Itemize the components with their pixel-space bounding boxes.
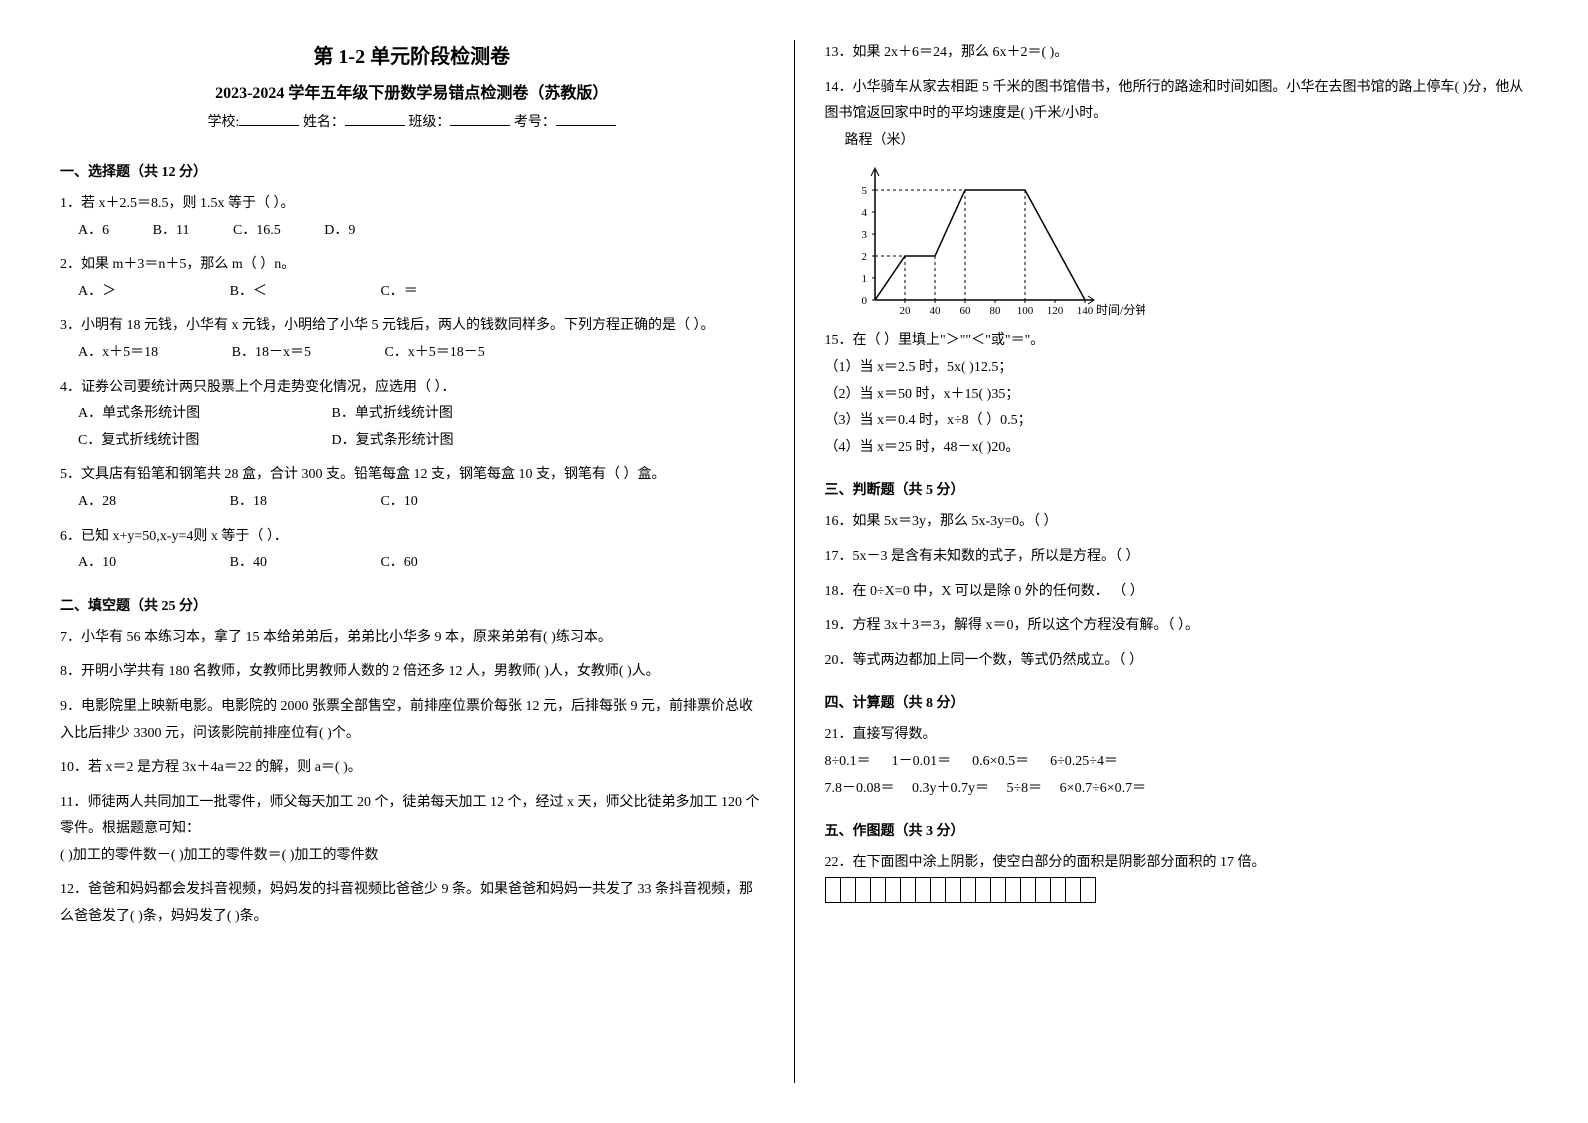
page-title: 第 1-2 单元阶段检测卷 (60, 40, 764, 69)
q15-a: （1）当 x＝2.5 时，5x( )12.5； (825, 355, 1529, 382)
section-3-head: 三、判断题（共 5 分） (825, 479, 1529, 499)
q6-opt-a: A．10 (78, 550, 116, 577)
q15-stem: 15．在（ ）里填上"＞""＜"或"＝"。 (825, 328, 1529, 355)
question-11: 11．师徒两人共同加工一批零件，师父每天加工 20 个，徒弟每天加工 12 个，… (60, 790, 764, 870)
q11-line2: ( )加工的零件数－( )加工的零件数＝( )加工的零件数 (60, 848, 378, 863)
q6-stem: 6．已知 x+y=50,x-y=4则 x 等于（ ）． (60, 524, 764, 551)
question-12: 12．爸爸和妈妈都会发抖音视频，妈妈发的抖音视频比爸爸少 9 条。如果爸爸和妈妈… (60, 877, 764, 930)
q1-stem: 1．若 x＋2.5＝8.5，则 1.5x 等于（ ）。 (60, 191, 764, 218)
q21-stem: 21．直接写得数。 (825, 722, 1529, 749)
q3-opt-c: C．x＋5＝18－5 (384, 340, 484, 367)
q14-chart: 0 1 2 3 4 5 20 40 60 80 100 120 140时间/分钟 (845, 160, 1145, 320)
svg-text:时间/分钟: 时间/分钟 (1096, 302, 1145, 317)
svg-text:4: 4 (861, 207, 867, 219)
q21-row2: 7.8－0.08＝ 0.3y＋0.7y＝ 5÷8＝ 6×0.7÷6×0.7＝ (825, 776, 1529, 803)
question-6: 6．已知 x+y=50,x-y=4则 x 等于（ ）． A．10 B．40 C．… (60, 524, 764, 577)
q4-opt-d: D．复式条形统计图 (332, 428, 454, 455)
question-5: 5．文具店有铅笔和钢笔共 28 盒，合计 300 支。铅笔每盒 12 支，钢笔每… (60, 462, 764, 515)
svg-text:80: 80 (989, 305, 1001, 317)
q3-opt-b: B．18－x＝5 (232, 340, 311, 367)
question-10: 10．若 x＝2 是方程 3x＋4a＝22 的解，则 a＝( )。 (60, 755, 764, 782)
question-22: 22．在下面图中涂上阴影，使空白部分的面积是阴影部分面积的 17 倍。 (825, 850, 1529, 903)
examno-label: 考号： (514, 115, 556, 130)
svg-text:3: 3 (861, 229, 867, 241)
svg-text:100: 100 (1016, 305, 1033, 317)
q5-stem: 5．文具店有铅笔和钢笔共 28 盒，合计 300 支。铅笔每盒 12 支，钢笔每… (60, 462, 764, 489)
question-13: 13．如果 2x＋6＝24，那么 6x＋2＝( )。 (825, 40, 1529, 67)
q1-opt-b: B．11 (153, 218, 190, 245)
q1-opt-c: C．16.5 (233, 218, 281, 245)
q1-opt-a: A．6 (78, 218, 109, 245)
q4-stem: 4．证券公司要统计两只股票上个月走势变化情况，应选用（ ）． (60, 375, 764, 402)
q3-opt-a: A．x＋5＝18 (78, 340, 158, 367)
question-14: 14．小华骑车从家去相距 5 千米的图书馆借书，他所行的路途和时间如图。小华在去… (825, 75, 1529, 321)
q22-grid (825, 877, 1096, 903)
student-info-line: 学校: 姓名： 班级： 考号： (60, 111, 764, 131)
svg-text:120: 120 (1046, 305, 1063, 317)
question-21: 21．直接写得数。 8÷0.1＝ 1－0.01＝ 0.6×0.5＝ 6÷0.25… (825, 722, 1529, 802)
svg-text:5: 5 (861, 185, 867, 197)
q15-d: （4）当 x＝25 时，48－x( )20。 (825, 435, 1529, 462)
q15-c: （3）当 x＝0.4 时，x÷8（ ）0.5； (825, 408, 1529, 435)
q5-opt-c: C．10 (380, 489, 417, 516)
svg-text:60: 60 (959, 305, 971, 317)
svg-text:40: 40 (929, 305, 941, 317)
q15-b: （2）当 x＝50 时，x＋15( )35； (825, 382, 1529, 409)
section-1-head: 一、选择题（共 12 分） (60, 161, 764, 181)
q22-stem: 22．在下面图中涂上阴影，使空白部分的面积是阴影部分面积的 17 倍。 (825, 850, 1529, 877)
q21-row1: 8÷0.1＝ 1－0.01＝ 0.6×0.5＝ 6÷0.25÷4＝ (825, 749, 1529, 776)
question-9: 9．电影院里上映新电影。电影院的 2000 张票全部售空，前排座位票价每张 12… (60, 694, 764, 747)
question-19: 19．方程 3x＋3＝3，解得 x＝0，所以这个方程没有解。（ ）。 (825, 613, 1529, 640)
svg-text:1: 1 (861, 273, 867, 285)
question-17: 17．5x－3 是含有未知数的式子，所以是方程。（ ） (825, 544, 1529, 571)
q2-opt-b: B．＜ (230, 279, 267, 306)
q6-opt-c: C．60 (380, 550, 417, 577)
q6-opt-b: B．40 (230, 550, 267, 577)
q4-opt-b: B．单式折线统计图 (332, 401, 453, 428)
question-4: 4．证券公司要统计两只股票上个月走势变化情况，应选用（ ）． A．单式条形统计图… (60, 375, 764, 455)
q2-opt-a: A．＞ (78, 279, 116, 306)
q4-opt-c: C．复式折线统计图 (78, 428, 288, 455)
q2-opt-c: C．＝ (380, 279, 417, 306)
question-3: 3．小明有 18 元钱，小华有 x 元钱，小明给了小华 5 元钱后，两人的钱数同… (60, 313, 764, 366)
q5-opt-b: B．18 (230, 489, 267, 516)
q2-stem: 2．如果 m＋3＝n＋5，那么 m（ ）n。 (60, 252, 764, 279)
section-5-head: 五、作图题（共 3 分） (825, 820, 1529, 840)
q14-ylabel: 路程（米） (845, 128, 1529, 155)
q11-stem: 11．师徒两人共同加工一批零件，师父每天加工 20 个，徒弟每天加工 12 个，… (60, 795, 759, 837)
q3-stem: 3．小明有 18 元钱，小华有 x 元钱，小明给了小华 5 元钱后，两人的钱数同… (60, 313, 764, 340)
q1-opt-d: D．9 (324, 218, 355, 245)
school-label: 学校: (208, 115, 240, 130)
q5-opt-a: A．28 (78, 489, 116, 516)
question-7: 7．小华有 56 本练习本，拿了 15 本给弟弟后，弟弟比小华多 9 本，原来弟… (60, 625, 764, 652)
q4-opt-a: A．单式条形统计图 (78, 401, 288, 428)
question-16: 16．如果 5x＝3y，那么 5x-3y=0。（ ） (825, 509, 1529, 536)
question-20: 20．等式两边都加上同一个数，等式仍然成立。（ ） (825, 648, 1529, 675)
name-label: 姓名： (303, 115, 345, 130)
svg-text:140: 140 (1076, 305, 1093, 317)
svg-text:20: 20 (899, 305, 911, 317)
question-8: 8．开明小学共有 180 名教师，女教师比男教师人数的 2 倍还多 12 人，男… (60, 659, 764, 686)
question-15: 15．在（ ）里填上"＞""＜"或"＝"。 （1）当 x＝2.5 时，5x( )… (825, 328, 1529, 461)
section-4-head: 四、计算题（共 8 分） (825, 692, 1529, 712)
question-1: 1．若 x＋2.5＝8.5，则 1.5x 等于（ ）。 A．6 B．11 C．1… (60, 191, 764, 244)
question-18: 18．在 0÷X=0 中，X 可以是除 0 外的任何数． （ ） (825, 579, 1529, 606)
section-2-head: 二、填空题（共 25 分） (60, 595, 764, 615)
question-2: 2．如果 m＋3＝n＋5，那么 m（ ）n。 A．＞ B．＜ C．＝ (60, 252, 764, 305)
svg-text:2: 2 (861, 251, 867, 263)
q14-stem: 14．小华骑车从家去相距 5 千米的图书馆借书，他所行的路途和时间如图。小华在去… (825, 75, 1529, 128)
page-subtitle: 2023-2024 学年五年级下册数学易错点检测卷（苏教版） (60, 79, 764, 103)
svg-text:0: 0 (861, 295, 867, 307)
class-label: 班级： (408, 115, 450, 130)
